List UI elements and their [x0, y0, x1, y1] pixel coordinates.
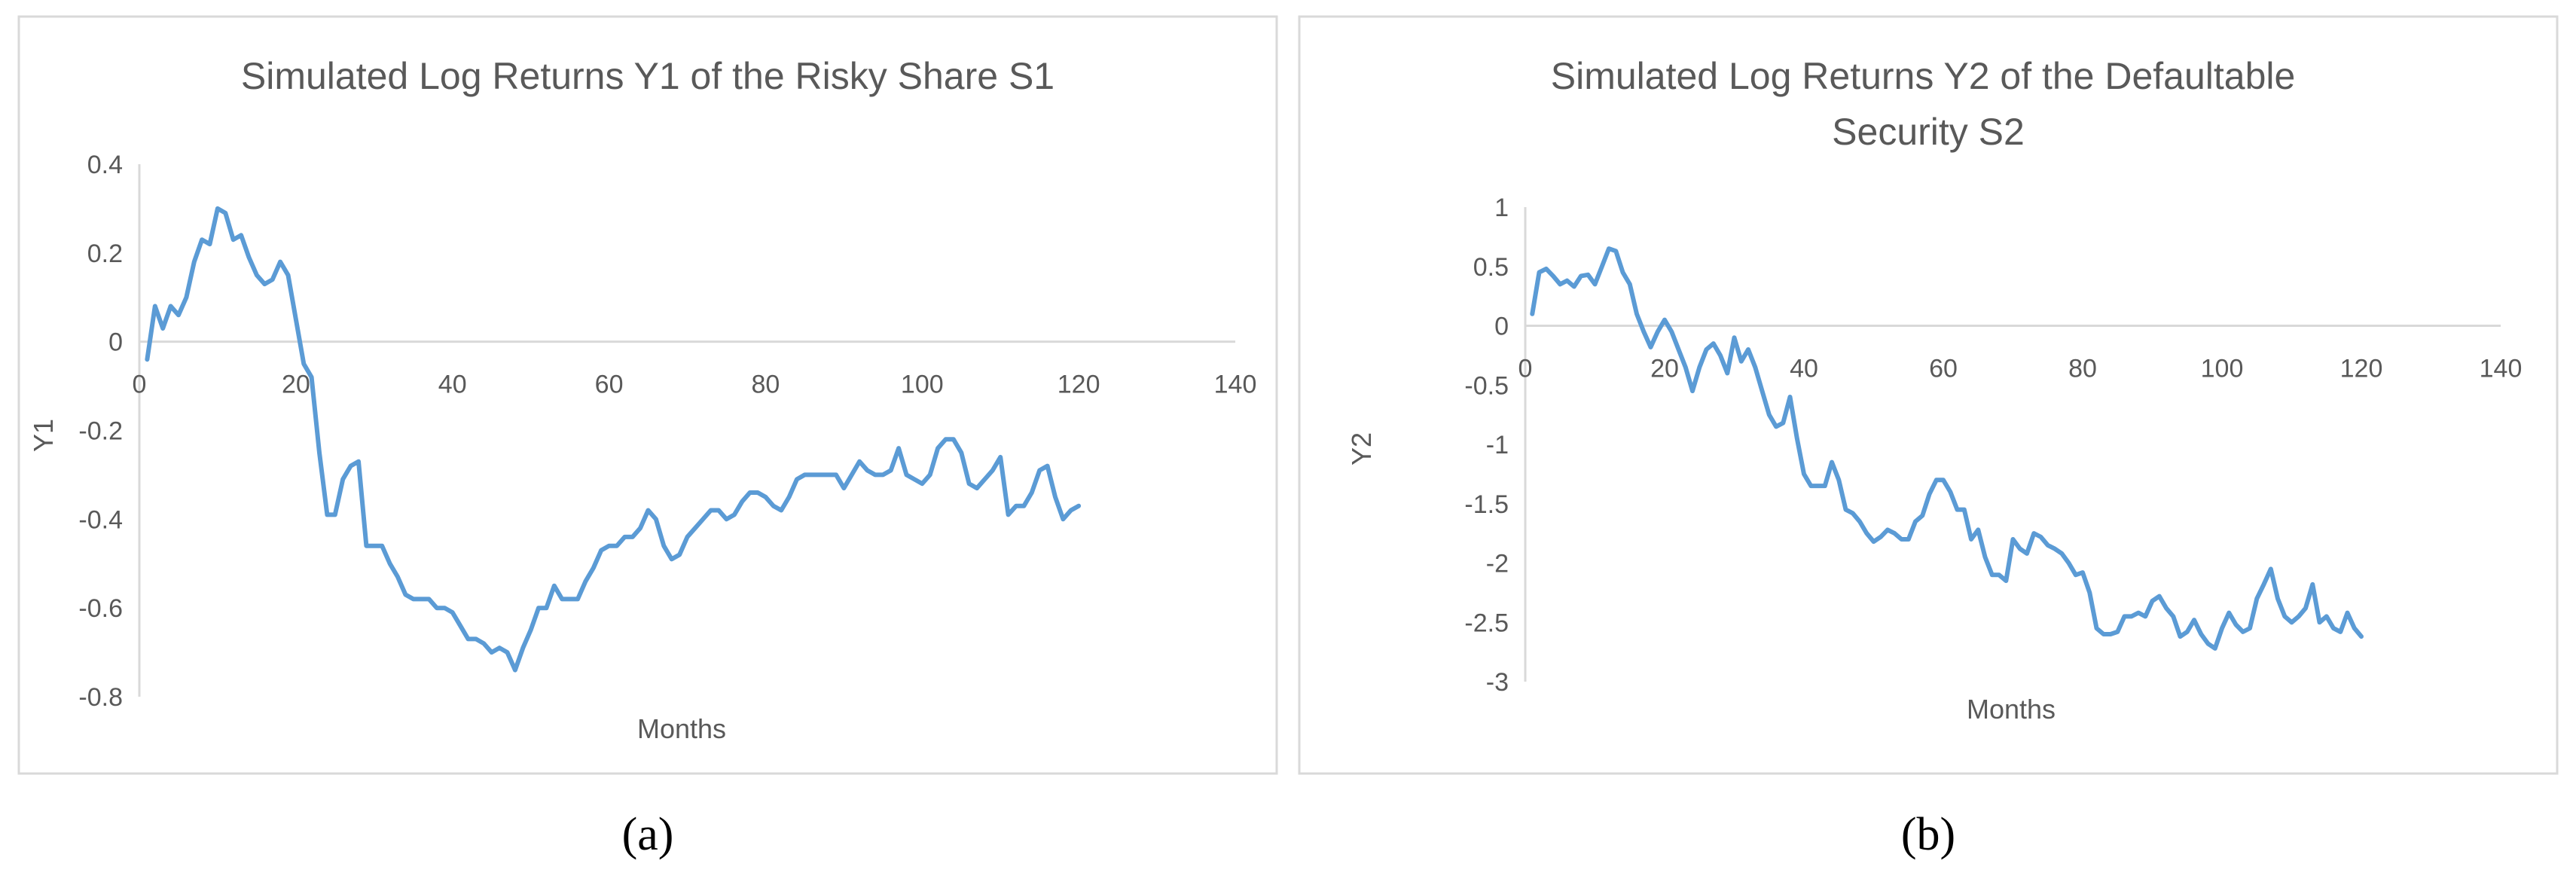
chart-a-y-tick-label: -0.4: [78, 505, 123, 534]
chart-panel-a: Simulated Log Returns Y1 of the Risky Sh…: [17, 15, 1278, 860]
chart-a-y-tick-label: 0: [108, 328, 123, 357]
chart-a-x-tick-label: 120: [1058, 371, 1100, 399]
chart-a-y-tick-label: -0.6: [78, 594, 123, 623]
chart-panel-b: Simulated Log Returns Y2 of the Defaulta…: [1298, 15, 2559, 860]
chart-b-x-tick-label: 140: [2480, 355, 2523, 383]
chart-a-x-tick-label: 140: [1214, 371, 1257, 399]
chart-b-y-tick-label: 0.5: [1473, 253, 1509, 282]
chart-b-x-tick-label: 60: [1929, 355, 1958, 383]
chart-b-series-line: [1530, 246, 2364, 651]
chart-a-y-axis: 0.4 0.2 0 -0.2 -0.4 -0.6 -0.8: [78, 151, 141, 712]
chart-panel-a-frame: [17, 15, 1278, 775]
chart-b-x-tick-label: 80: [2068, 355, 2097, 383]
chart-b-x-tick-label: 0: [1518, 355, 1533, 383]
chart-a-y-tick-label: 0.4: [87, 151, 123, 179]
chart-a-x-tick-label: 0: [133, 371, 147, 399]
chart-panel-b-frame: [1298, 15, 2559, 775]
chart-b-y-tick-label: -0.5: [1464, 371, 1509, 400]
chart-b-y-tick-label: -2.5: [1464, 609, 1509, 637]
chart-a-x-tick-label: 40: [438, 371, 467, 399]
chart-b-title: Simulated Log Returns Y2 of the Defaulta…: [1551, 55, 2306, 153]
panel-b-caption: (b): [1901, 809, 1955, 860]
chart-b-x-tick-label: 100: [2201, 355, 2244, 383]
chart-a-y-tick-label: 0.2: [87, 240, 123, 268]
chart-b-y-tick-label: -1: [1486, 431, 1509, 459]
chart-b-x-tick-label: 120: [2340, 355, 2383, 383]
chart-b-title-line-2: Security S2: [1832, 111, 2025, 153]
chart-b-x-tick-label: 40: [1790, 355, 1818, 383]
chart-b-y-tick-label: 0: [1494, 313, 1509, 341]
chart-a-y-axis-title: Y1: [28, 419, 59, 452]
chart-b-y-tick-label: -2: [1486, 550, 1509, 578]
chart-b-y-axis-title: Y2: [1346, 432, 1377, 465]
panel-a-caption: (a): [622, 809, 674, 860]
chart-b-title-line-1: Simulated Log Returns Y2 of the Defaulta…: [1551, 55, 2296, 97]
chart-a-x-tick-label: 80: [752, 371, 780, 399]
chart-a-x-tick-label: 100: [901, 371, 944, 399]
chart-a-y-tick-label: -0.8: [78, 683, 123, 712]
chart-a-title: Simulated Log Returns Y1 of the Risky Sh…: [241, 55, 1055, 97]
chart-b-x-axis-title: Months: [1967, 694, 2056, 725]
chart-a-x-axis-title: Months: [637, 713, 726, 744]
chart-a-series-line: [145, 206, 1082, 673]
chart-b-y-axis: 1 0.5 0 -0.5 -1 -1.5 -2 -2.5 -3: [1464, 194, 1527, 697]
chart-b-x-tick-label: 20: [1650, 355, 1679, 383]
chart-b-x-axis: 0 20 40 60 80 100 120 140: [1518, 325, 2523, 383]
chart-a-x-tick-label: 60: [595, 371, 624, 399]
chart-a-x-tick-label: 20: [282, 371, 310, 399]
chart-a-x-axis: 0 20 40 60 80 100 120 140: [133, 340, 1257, 399]
chart-a-y-tick-label: -0.2: [78, 417, 123, 446]
chart-b-y-tick-label: -3: [1486, 668, 1509, 697]
chart-b-y-tick-label: -1.5: [1464, 490, 1509, 519]
chart-b-y-tick-label: 1: [1494, 194, 1509, 222]
